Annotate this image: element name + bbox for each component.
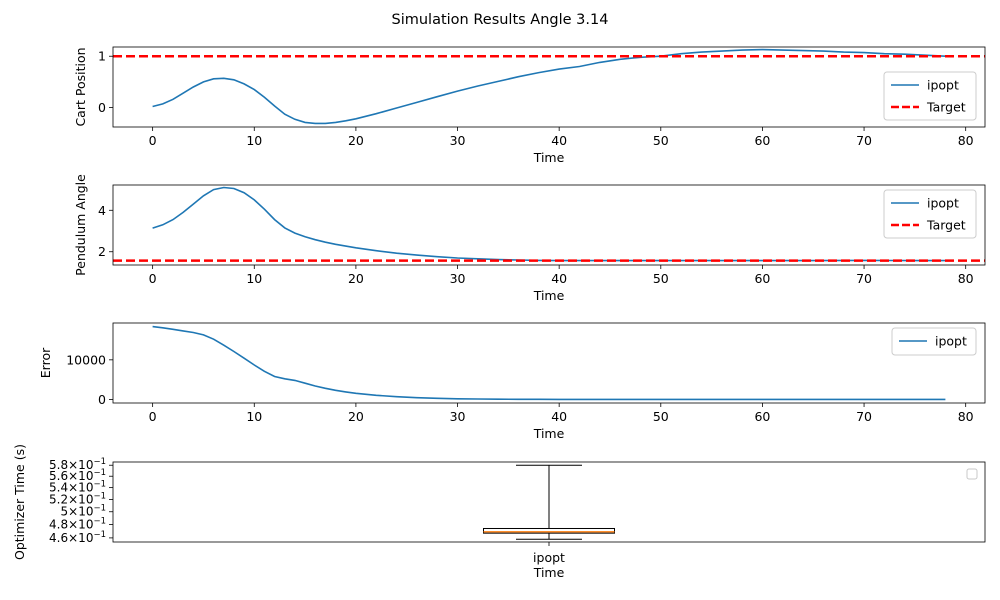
- y-axis-label: Optimizer Time (s): [12, 444, 27, 560]
- x-tick-label: 50: [653, 271, 669, 286]
- legend: ipopt Target: [883, 71, 977, 121]
- y-tick-label: 4.6×10−1: [49, 530, 106, 545]
- x-tick-label: 10: [246, 409, 262, 424]
- x-tick-label: 0: [149, 409, 157, 424]
- series-line-ipopt: [152, 186, 946, 262]
- series-line-ipopt: [152, 48, 946, 125]
- y-tick-label: 5.2×10−1: [49, 491, 106, 506]
- y-axis-label: Error: [38, 347, 53, 378]
- subplot-3: 0 10 20 30 40 50 60 70 80 0 10000 Time Error ipopt: [38, 322, 986, 441]
- y-tick-label: 2: [98, 244, 106, 259]
- y-axis-label: Cart Position: [73, 47, 88, 126]
- legend: ipopt: [891, 327, 977, 356]
- x-tick-label: 50: [653, 409, 669, 424]
- y-axis-label: Pendulum Angle: [73, 174, 88, 276]
- x-tick-label: 30: [450, 409, 466, 424]
- plot-area: [483, 464, 615, 540]
- legend-box: [891, 327, 977, 356]
- x-tick-label: 0: [149, 133, 157, 148]
- legend: [966, 468, 978, 480]
- x-tick-label: 70: [856, 271, 872, 286]
- x-tick-label: 20: [348, 271, 364, 286]
- y-tick-label: 5.4×10−1: [49, 480, 106, 495]
- x-tick-label: 50: [653, 133, 669, 148]
- subplot-1: 0 10 20 30 40 50 60 70 80 0 1 Time Cart Position ipop…: [73, 46, 986, 165]
- x-tick-label: 10: [246, 271, 262, 286]
- x-axis-label: Time: [533, 565, 565, 580]
- plot-area: [113, 48, 985, 125]
- legend-label: Target: [926, 100, 966, 115]
- y-tick-label: 4.8×10−1: [49, 517, 106, 532]
- x-tick-label: 20: [348, 133, 364, 148]
- y-tick-label: 5.8×10−1: [49, 457, 106, 472]
- plot-area: [113, 186, 985, 262]
- y-tick-label: 4: [98, 203, 106, 218]
- y-tick-label: 10000: [66, 352, 106, 367]
- y-tick-label: 1: [98, 49, 106, 64]
- x-tick-label: 30: [450, 271, 466, 286]
- x-tick-label: 40: [551, 409, 567, 424]
- series-line-ipopt: [152, 325, 946, 401]
- legend-label: ipopt: [927, 78, 959, 93]
- x-tick-label: 80: [958, 409, 974, 424]
- x-tick-label: 40: [551, 271, 567, 286]
- plot-area: [152, 325, 946, 401]
- legend: ipopt Target: [883, 189, 977, 239]
- y-tick-label: 5×10−1: [61, 504, 107, 519]
- x-tick-label: 80: [958, 133, 974, 148]
- figure-title: Simulation Results Angle 3.14: [392, 12, 609, 28]
- x-tick-label: 0: [149, 271, 157, 286]
- subplot-2: 0 10 20 30 40 50 60 70 80 2 4 Time Pendulum Angle ipo…: [73, 174, 986, 303]
- box-body: [483, 527, 615, 534]
- x-tick-label: 30: [450, 133, 466, 148]
- legend-label: ipopt: [935, 334, 967, 349]
- x-axis-label: Time: [533, 288, 565, 303]
- x-tick-label: 70: [856, 409, 872, 424]
- axes-frame: [112, 46, 986, 128]
- legend-box: [966, 468, 978, 480]
- y-tick-label: 0: [98, 100, 106, 115]
- x-axis-label: Time: [533, 150, 565, 165]
- x-tick-label: ipopt: [533, 550, 565, 565]
- x-axis-label: Time: [533, 426, 565, 441]
- legend-label: Target: [926, 218, 966, 233]
- legend-label: ipopt: [927, 196, 959, 211]
- axes-frame: [112, 322, 986, 404]
- axes-frame: [112, 461, 986, 543]
- x-tick-label: 40: [551, 133, 567, 148]
- x-tick-label: 70: [856, 133, 872, 148]
- y-tick-label: 5.6×10−1: [49, 468, 106, 483]
- x-tick-label: 60: [754, 133, 770, 148]
- y-tick-label: 0: [98, 392, 106, 407]
- x-tick-label: 60: [754, 409, 770, 424]
- x-tick-label: 10: [246, 133, 262, 148]
- subplot-4: ipopt 4.6×10−14.8×10−15×10−15.2×10−15.4×1…: [12, 444, 986, 580]
- x-tick-label: 60: [754, 271, 770, 286]
- x-tick-label: 20: [348, 409, 364, 424]
- x-tick-label: 80: [958, 271, 974, 286]
- axes-frame: [112, 184, 986, 266]
